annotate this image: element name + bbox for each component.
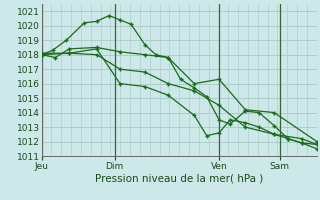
X-axis label: Pression niveau de la mer( hPa ): Pression niveau de la mer( hPa ) <box>95 173 263 183</box>
